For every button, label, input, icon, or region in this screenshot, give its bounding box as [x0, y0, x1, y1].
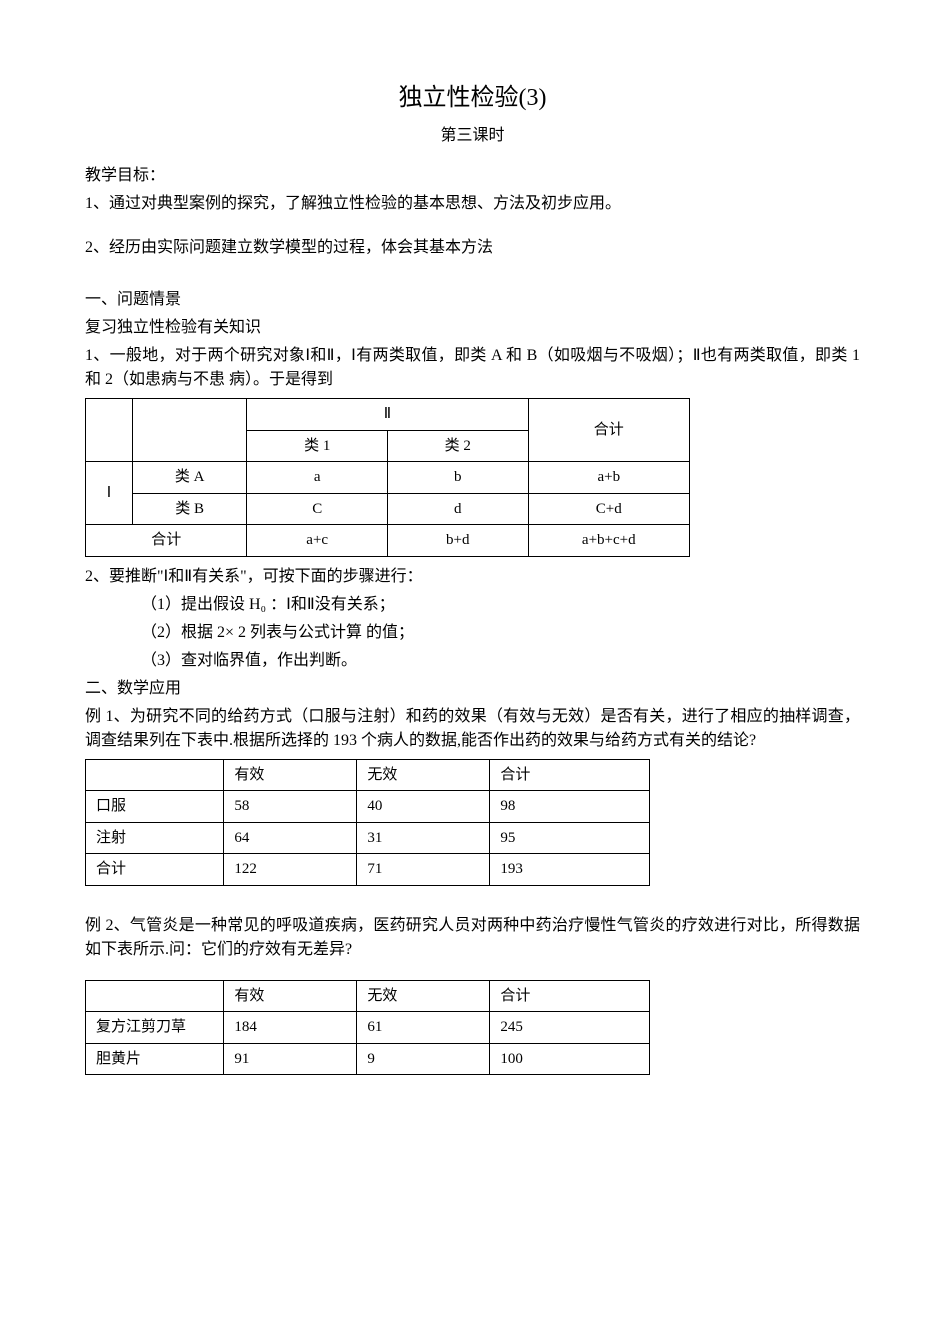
contingency-table-template: Ⅱ 合计 类 1 类 2 Ⅰ 类 A a b a+b 类 B C d C+d 合… — [85, 398, 690, 557]
table2-h-eff: 有效 — [224, 759, 357, 791]
table2-r1-s: 98 — [490, 791, 650, 823]
table3-h-noeff: 无效 — [357, 980, 490, 1012]
table3-r2-b: 9 — [357, 1043, 490, 1075]
step-1: （1）提出假设 H₀ ：Ⅰ和Ⅱ没有关系； — [85, 593, 860, 617]
table1-cat2: 类 2 — [387, 430, 528, 462]
table2-h-noeff: 无效 — [357, 759, 490, 791]
table2-r3-label: 合计 — [86, 854, 224, 886]
step-2: （2）根据 2× 2 列表与公式计算 的值； — [85, 621, 860, 645]
table1-cell-c: C — [247, 493, 388, 525]
goal-1: 1、通过对典型案例的探究，了解独立性检验的基本思想、方法及初步应用。 — [85, 192, 860, 216]
table3-r2-label: 胆黄片 — [86, 1043, 224, 1075]
example-2: 例 2、气管炎是一种常见的呼吸道疾病，医药研究人员对两种中药治疗慢性气管炎的疗效… — [85, 914, 860, 962]
table2-r1-b: 40 — [357, 791, 490, 823]
table2-r1-label: 口服 — [86, 791, 224, 823]
table2-h-sum: 合计 — [490, 759, 650, 791]
table2-r3-b: 71 — [357, 854, 490, 886]
table1-sum-label: 合计 — [528, 399, 689, 462]
section-2-heading: 二、数学应用 — [85, 677, 860, 701]
table1-cell-b: b — [387, 462, 528, 494]
step-3: （3）查对临界值，作出判断。 — [85, 649, 860, 673]
table1-row-a-label: 类 A — [132, 462, 247, 494]
goal-2: 2、经历由实际问题建立数学模型的过程，体会其基本方法 — [85, 236, 860, 260]
example-1: 例 1、为研究不同的给药方式（口服与注射）和药的效果（有效与无效）是否有关，进行… — [85, 705, 860, 753]
page-title: 独立性检验(3) — [85, 80, 860, 116]
section-1-line-2: 1、一般地，对于两个研究对象Ⅰ和Ⅱ，Ⅰ有两类取值，即类 A 和 B（如吸烟与不吸… — [85, 344, 860, 392]
table1-cell-a: a — [247, 462, 388, 494]
table2-r3-a: 122 — [224, 854, 357, 886]
table1-cell-bd: b+d — [387, 525, 528, 557]
table1-header-ii: Ⅱ — [247, 399, 528, 431]
example-2-table: 有效 无效 合计 复方江剪刀草 184 61 245 胆黄片 91 9 100 — [85, 980, 650, 1076]
table1-cell-cd: C+d — [528, 493, 689, 525]
example-1-table: 有效 无效 合计 口服 58 40 98 注射 64 31 95 合计 122 … — [85, 759, 650, 886]
table1-cell-d: d — [387, 493, 528, 525]
table2-r2-label: 注射 — [86, 822, 224, 854]
table2-r2-s: 95 — [490, 822, 650, 854]
table2-r2-b: 31 — [357, 822, 490, 854]
table3-r2-s: 100 — [490, 1043, 650, 1075]
table3-r1-label: 复方江剪刀草 — [86, 1012, 224, 1044]
table2-r1-a: 58 — [224, 791, 357, 823]
section-1-heading: 一、问题情景 — [85, 288, 860, 312]
table3-h-eff: 有效 — [224, 980, 357, 1012]
table3-r1-b: 61 — [357, 1012, 490, 1044]
table1-row-b-label: 类 B — [132, 493, 247, 525]
table1-cell-ac: a+c — [247, 525, 388, 557]
table1-cat1: 类 1 — [247, 430, 388, 462]
table3-r2-a: 91 — [224, 1043, 357, 1075]
table1-bottom-sum: 合计 — [86, 525, 247, 557]
table3-r1-a: 184 — [224, 1012, 357, 1044]
section-1-line-1: 复习独立性检验有关知识 — [85, 316, 860, 340]
table1-cell-abcd: a+b+c+d — [528, 525, 689, 557]
section-1-line-3: 2、要推断"Ⅰ和Ⅱ有关系"，可按下面的步骤进行： — [85, 565, 860, 589]
table2-r3-s: 193 — [490, 854, 650, 886]
table1-cell-ab: a+b — [528, 462, 689, 494]
table1-row-i: Ⅰ — [86, 462, 133, 525]
table3-h-sum: 合计 — [490, 980, 650, 1012]
goals-heading: 教学目标： — [85, 164, 860, 188]
table3-r1-s: 245 — [490, 1012, 650, 1044]
page-subtitle: 第三课时 — [85, 124, 860, 148]
table2-r2-a: 64 — [224, 822, 357, 854]
